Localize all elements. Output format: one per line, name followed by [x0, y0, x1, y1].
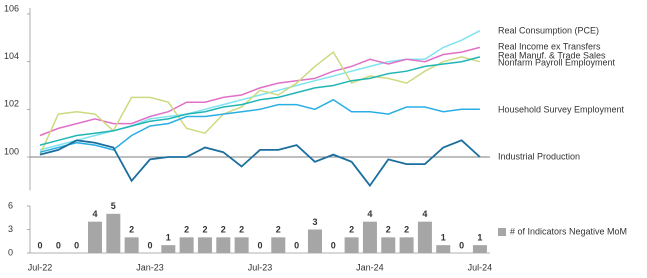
value-label: 5 [111, 201, 116, 211]
value-label: 1 [166, 233, 171, 243]
bar [381, 237, 396, 253]
x-tick-label: Jan-23 [136, 262, 164, 272]
bar [87, 221, 102, 253]
bar [436, 245, 451, 253]
value-label: 2 [349, 225, 354, 235]
value-label: 4 [92, 209, 97, 219]
x-tick-label: Jul-23 [248, 262, 273, 272]
value-label: 0 [56, 240, 61, 250]
value-label: 0 [331, 240, 336, 250]
value-label: 2 [129, 225, 134, 235]
value-label: 4 [367, 209, 372, 219]
bar [417, 221, 432, 253]
value-label: 0 [74, 240, 79, 250]
bar [216, 237, 231, 253]
bar [399, 237, 414, 253]
value-label: 0 [257, 240, 262, 250]
value-label: 0 [294, 240, 299, 250]
y-tick-label: 100 [4, 146, 19, 156]
x-tick-label: Jul-22 [28, 262, 53, 272]
value-label: 2 [276, 225, 281, 235]
value-label: 1 [441, 233, 446, 243]
bar [161, 245, 176, 253]
line-series [39, 139, 481, 188]
bar [197, 237, 212, 253]
y-tick-label: 102 [4, 99, 19, 109]
series-label: Household Survey Employment [498, 104, 625, 114]
line-series [39, 98, 480, 153]
bar [234, 237, 249, 253]
value-label: 3 [312, 217, 317, 227]
value-label: 2 [239, 225, 244, 235]
value-label: 2 [202, 225, 207, 235]
y-tick-label: 3 [8, 224, 13, 234]
series-label: Real Manuf. & Trade Sales [498, 50, 606, 60]
value-label: 1 [477, 233, 482, 243]
y-tick-label: 6 [8, 200, 13, 210]
value-label: 2 [221, 225, 226, 235]
bar [179, 237, 194, 253]
value-label: 2 [404, 225, 409, 235]
line-series [39, 56, 481, 146]
legend-swatch [498, 228, 506, 236]
value-label: 2 [386, 225, 391, 235]
legend-label: # of Indicators Negative MoM [510, 226, 627, 236]
y-tick-label: 106 [4, 3, 19, 13]
value-label: 2 [184, 225, 189, 235]
bar [307, 229, 322, 253]
value-label: 0 [37, 240, 42, 250]
bar [124, 237, 139, 253]
bar [472, 245, 487, 253]
bar [344, 237, 359, 253]
x-tick-label: Jan-24 [356, 262, 384, 272]
x-tick-label: Jul-24 [468, 262, 493, 272]
y-tick-label: 104 [4, 51, 19, 61]
value-label: 4 [422, 209, 427, 219]
series-label: Real Income ex Transfers [498, 41, 601, 51]
line-series [39, 50, 481, 155]
series-label: Real Consumption (PCE) [498, 25, 599, 35]
series-label: Industrial Production [498, 151, 580, 161]
bar [106, 213, 121, 253]
value-label: 0 [147, 240, 152, 250]
y-tick-label: 0 [8, 247, 13, 257]
bar [271, 237, 286, 253]
line-series [39, 46, 481, 137]
bar [362, 221, 377, 253]
value-label: 0 [459, 240, 464, 250]
series-label: Nonfarm Payroll Employment [498, 57, 616, 67]
